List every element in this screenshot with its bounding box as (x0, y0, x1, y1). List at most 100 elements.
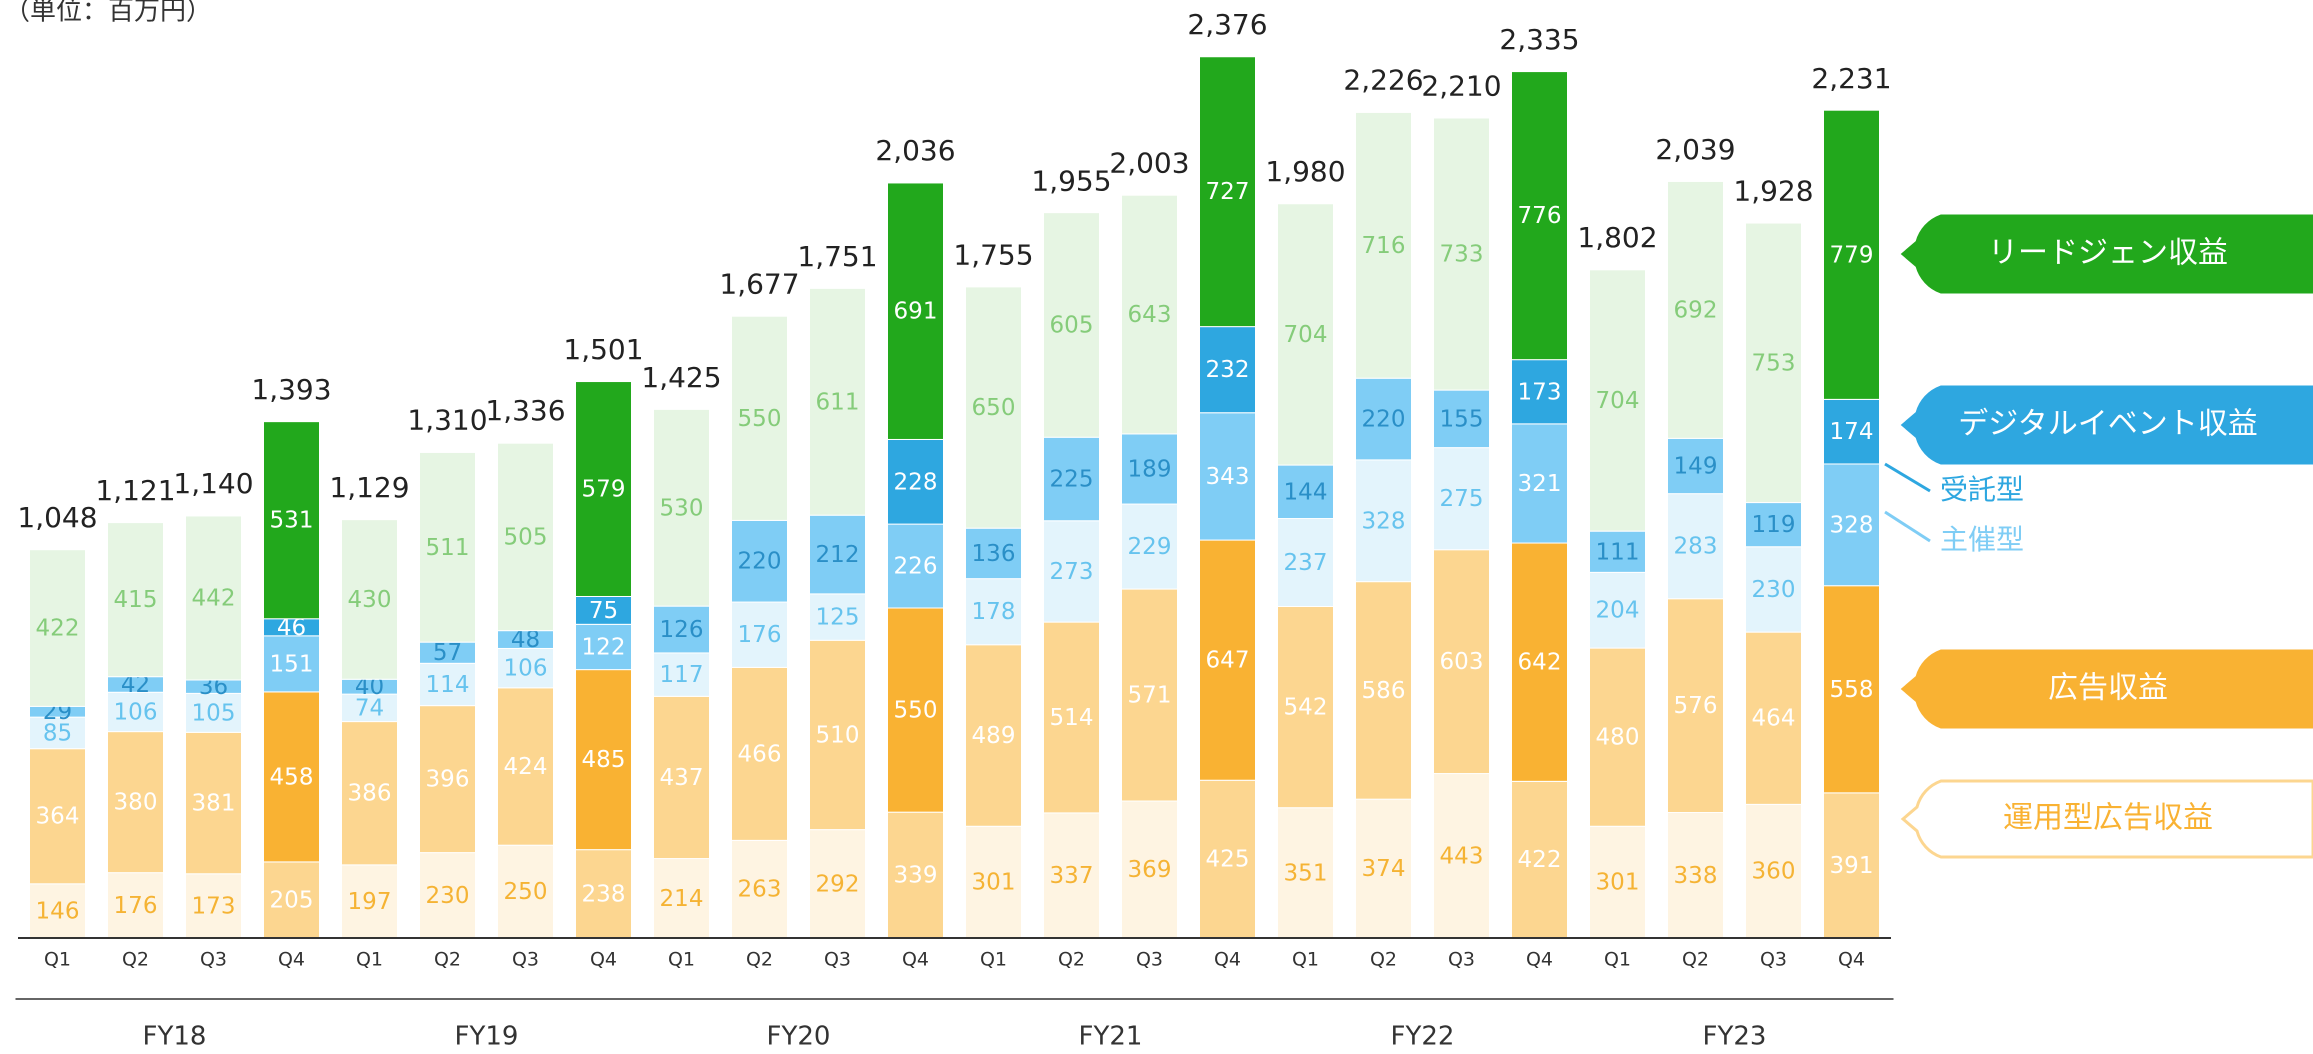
bar-segment (1121, 194, 1178, 435)
legend-pill (1900, 385, 2313, 465)
bar-segment (965, 644, 1022, 827)
bar-segment (575, 669, 632, 851)
bar-segment (1823, 792, 1880, 939)
bar-segment (1121, 503, 1178, 590)
value-label: 197 (348, 889, 392, 915)
legend-pill (1900, 214, 2313, 294)
value-label: 176 (738, 622, 782, 648)
value-label: 343 (1206, 464, 1250, 490)
bar-segment (107, 522, 164, 678)
value-label: 351 (1284, 860, 1328, 886)
bar-segment (419, 852, 476, 939)
value-label: 283 (1674, 534, 1718, 560)
value-label: 381 (192, 791, 236, 817)
bar-segment (887, 811, 944, 939)
total-label: 1,955 (1031, 164, 1111, 197)
total-label: 1,928 (1733, 174, 1813, 207)
value-label: 692 (1674, 297, 1718, 323)
value-label: 48 (511, 627, 540, 653)
x-tick-label: Q2 (1058, 949, 1085, 971)
total-label: 1,336 (485, 394, 565, 427)
total-label: 2,210 (1421, 70, 1501, 103)
bar-segment (731, 601, 788, 668)
total-label: 2,226 (1343, 64, 1423, 97)
bar-segment (1745, 546, 1802, 633)
total-label: 2,036 (875, 134, 955, 167)
group-label: FY20 (767, 1022, 831, 1052)
unit-note: （単位：百万円） (4, 0, 212, 27)
value-label: 396 (426, 767, 470, 793)
total-label: 1,751 (797, 240, 877, 273)
bar-segment (1121, 588, 1178, 802)
bar-segment (1667, 437, 1724, 495)
total-label: 1,129 (329, 471, 409, 504)
bar-segment (1433, 117, 1490, 391)
bar-segment (1355, 798, 1412, 939)
value-label: 576 (1674, 693, 1718, 719)
value-label: 374 (1362, 856, 1406, 882)
bar-segment (809, 639, 866, 831)
value-label: 339 (894, 863, 938, 889)
legend-label: 運用型広告収益 (2003, 801, 2213, 836)
value-label: 485 (582, 747, 626, 773)
bar-segment (1823, 398, 1880, 465)
value-label: 542 (1284, 695, 1328, 721)
bar-segment (263, 691, 320, 863)
value-label: 511 (426, 535, 470, 561)
bar-segment (263, 421, 320, 620)
bar-segment (1199, 56, 1256, 328)
value-label: 586 (1362, 678, 1406, 704)
value-label: 321 (1518, 471, 1562, 497)
bar-segment (1511, 542, 1568, 782)
bar-segment (575, 381, 632, 597)
value-label: 151 (270, 651, 314, 677)
bar-segment (653, 408, 710, 607)
group-label: FY21 (1079, 1022, 1143, 1052)
value-label: 250 (504, 879, 548, 905)
bar-segment (1199, 412, 1256, 541)
x-tick-label: Q4 (1214, 949, 1241, 971)
legend-sublabel: 主催型 (1940, 523, 2024, 556)
value-label: 176 (114, 893, 158, 919)
x-tick-label: Q4 (1838, 949, 1865, 971)
bar-segment (1433, 549, 1490, 775)
value-label: 136 (972, 541, 1016, 567)
bar-segment (107, 731, 164, 874)
value-label: 430 (348, 587, 392, 613)
bar-segment (1433, 773, 1490, 939)
bar-segment (965, 286, 1022, 529)
value-label: 155 (1440, 406, 1484, 432)
value-label: 531 (270, 508, 314, 534)
value-label: 126 (660, 617, 704, 643)
bar-segment (1511, 71, 1568, 361)
value-label: 57 (433, 640, 462, 666)
bar-segment (1121, 433, 1178, 505)
x-tick-label: Q4 (278, 949, 305, 971)
legend-connector (1884, 462, 1931, 493)
bar-segment (185, 515, 242, 681)
bar-segment (1043, 436, 1100, 522)
value-label: 230 (426, 883, 470, 909)
total-label: 2,003 (1109, 146, 1189, 179)
value-label: 114 (426, 672, 470, 698)
total-label: 1,310 (407, 404, 487, 437)
x-tick-label: Q3 (1448, 949, 1475, 971)
value-label: 733 (1440, 242, 1484, 268)
bar-segment (1433, 447, 1490, 551)
value-label: 386 (348, 781, 392, 807)
value-label: 117 (660, 662, 704, 688)
value-label: 85 (43, 720, 72, 746)
x-tick-label: Q3 (512, 949, 539, 971)
bar-segment (1511, 359, 1568, 425)
legend-pill (1900, 649, 2313, 729)
x-tick-label: Q1 (356, 949, 383, 971)
value-label: 480 (1596, 725, 1640, 751)
bar-segment (653, 695, 710, 860)
bar-segment (29, 748, 86, 885)
value-label: 263 (738, 877, 782, 903)
value-label: 443 (1440, 843, 1484, 869)
x-tick-label: Q4 (590, 949, 617, 971)
value-label: 122 (582, 634, 626, 660)
bar-segment (887, 182, 944, 440)
group-label: FY19 (455, 1022, 519, 1052)
